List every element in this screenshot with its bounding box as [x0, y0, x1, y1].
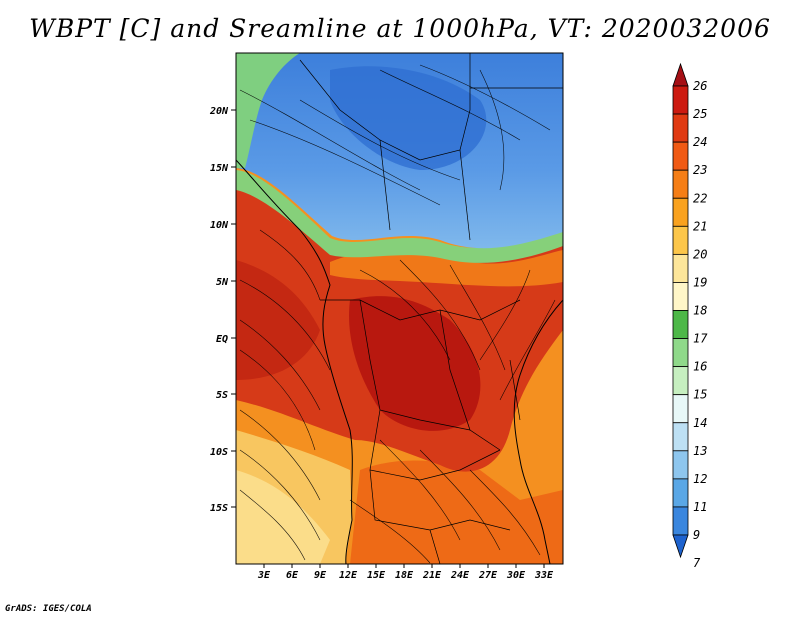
- map-panel: [236, 53, 563, 564]
- sahel-band: [236, 170, 563, 263]
- colorbar-label: 7: [693, 556, 701, 570]
- colorbar-bottom-arrow: [672, 534, 689, 559]
- colorbar-label: 21: [693, 219, 707, 233]
- colorbar-label: 20: [693, 247, 707, 261]
- north-coast-green: [236, 53, 300, 168]
- colorbar-swatch: [672, 225, 689, 255]
- lon-label: 9E: [314, 570, 327, 581]
- colorbar-swatch: [672, 394, 689, 424]
- longitude-labels: 3E 6E 9E 12E 15E 18E 21E 24E 27E 30E 33E: [257, 570, 554, 581]
- country-borders: [299, 53, 563, 564]
- colorbar-label: 11: [693, 500, 707, 514]
- colorbar: 26 25 24 23 22 21 20 19 18 17 16 15 14 13 12 11 9 7: [672, 62, 708, 570]
- east-coastline: [513, 299, 563, 564]
- grads-credit: GrADS: IGES/COLA: [5, 604, 92, 614]
- colorbar-swatch: [672, 506, 689, 536]
- north-core: [330, 66, 487, 170]
- streamlines: [239, 64, 556, 564]
- colorbar-swatch: [672, 113, 689, 143]
- colorbar-label: 12: [693, 472, 707, 486]
- lon-label: 21E: [422, 570, 442, 581]
- tick-marks: [231, 109, 545, 568]
- lon-label: 27E: [478, 570, 498, 581]
- latitude-labels: 20N 15N 10N 5N EQ 5S 10S 15S: [209, 106, 229, 514]
- coastline: [236, 159, 353, 564]
- lon-label: 30E: [506, 570, 526, 581]
- colorbar-label: 14: [693, 416, 707, 430]
- lon-label: 24E: [450, 570, 470, 581]
- colorbar-swatch: [672, 169, 689, 199]
- colorbar-swatch: [672, 422, 689, 452]
- colorbar-swatch: [672, 253, 689, 283]
- transition-band: [330, 250, 563, 287]
- colorbar-label: 16: [693, 360, 707, 374]
- colorbar-label: 26: [693, 79, 707, 93]
- colorbar-swatch: [672, 141, 689, 171]
- colorbar-label: 25: [693, 107, 707, 121]
- colorbar-swatch: [672, 310, 689, 339]
- equatorial-core: [349, 296, 481, 431]
- colorbar-swatch: [672, 85, 689, 115]
- colorbar-swatch: [672, 366, 689, 396]
- lat-label: 5S: [216, 390, 228, 401]
- colorbar-label: 24: [693, 135, 707, 149]
- lon-label: 15E: [367, 570, 386, 581]
- colorbar-swatch: [672, 282, 689, 311]
- lat-label: 15S: [210, 503, 228, 514]
- lat-label: EQ: [216, 334, 228, 345]
- colorbar-label: 17: [693, 332, 708, 346]
- west-core: [236, 260, 320, 380]
- lon-label: 12E: [339, 570, 358, 581]
- lon-label: 6E: [286, 570, 299, 581]
- colorbar-label: 9: [693, 528, 700, 542]
- colorbar-swatch: [672, 478, 689, 508]
- lat-label: 5N: [216, 277, 229, 288]
- colorbar-label: 13: [693, 444, 707, 458]
- southwest-pale: [236, 470, 330, 564]
- lat-label: 20N: [209, 106, 229, 117]
- colorbar-label: 22: [693, 191, 707, 205]
- colorbar-label: 18: [693, 304, 707, 318]
- colorbar-top-arrow: [672, 62, 689, 87]
- map-frame: [235, 52, 564, 565]
- lat-label: 15N: [210, 163, 229, 174]
- colorbar-swatch: [672, 197, 689, 227]
- colorbar-label: 15: [693, 388, 707, 402]
- lon-label: 3E: [257, 570, 271, 581]
- lat-label: 10N: [210, 220, 229, 231]
- lat-label: 10S: [210, 447, 228, 458]
- colorbar-label: 19: [693, 275, 707, 289]
- lon-label: 33E: [534, 570, 554, 581]
- map-title: WBPT [C] and Sreamline at 1000hPa, VT: 2…: [29, 14, 771, 43]
- colorbar-swatch: [672, 450, 689, 480]
- colorbar-swatch: [672, 338, 689, 368]
- colorbar-label: 23: [693, 163, 707, 177]
- lon-label: 18E: [395, 570, 414, 581]
